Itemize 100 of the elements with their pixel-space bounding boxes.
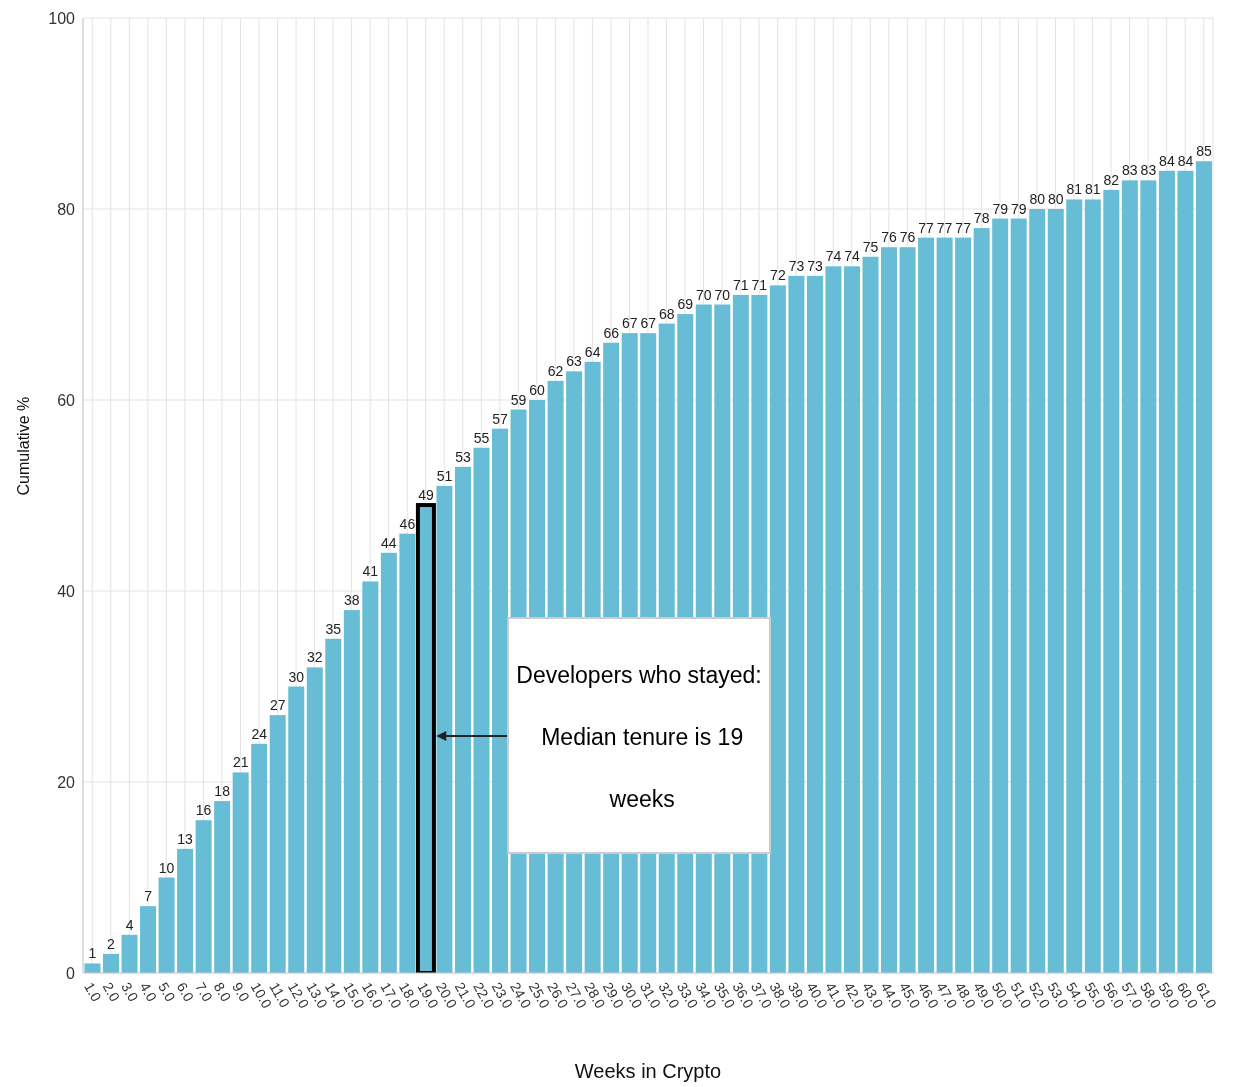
data-label: 76 [899,229,916,246]
bar [918,237,935,973]
data-label: 83 [1140,162,1157,179]
bar [343,610,360,973]
bar [84,963,101,973]
bar [140,906,157,973]
data-label: 82 [1103,171,1120,188]
y-tick-label: 100 [48,9,76,27]
data-label: 80 [1029,191,1046,207]
data-label: 4 [125,916,134,933]
data-label: 81 [1066,181,1083,198]
data-label: 13 [177,830,194,847]
data-label: 38 [344,592,360,609]
bar [1158,170,1175,973]
data-label: 62 [547,362,564,379]
data-label: 68 [658,305,675,322]
data-label: 67 [640,315,657,332]
y-axis-title: Cumulative % [14,396,32,496]
data-label: 74 [844,248,860,265]
data-label: 21 [232,754,249,771]
bar [103,953,120,973]
data-label: 73 [788,257,805,274]
data-label: 1 [88,945,97,962]
bar [788,275,805,973]
bar [232,772,249,973]
data-label: 41 [362,563,379,580]
bar [121,934,138,973]
bar [806,275,823,973]
data-label: 72 [770,267,786,284]
bar [769,285,786,973]
data-label: 32 [306,649,323,666]
data-label: 49 [418,487,434,504]
bar [1121,180,1138,973]
data-label: 44 [381,534,397,551]
data-label: 7 [144,888,153,905]
y-tick-label: 60 [57,391,76,409]
data-label: 27 [269,697,286,714]
data-label: 83 [1122,162,1138,179]
bar [214,801,231,973]
data-label: 57 [492,410,509,427]
data-label: 66 [603,324,620,341]
data-label: 69 [677,296,694,313]
data-label: 46 [399,515,416,532]
bar [1177,170,1194,973]
bar [1010,218,1027,973]
data-label: 16 [195,802,212,819]
data-label: 80 [1047,191,1064,207]
bar [454,466,471,973]
bar [1195,161,1212,973]
data-label: 73 [807,257,823,274]
bar [288,686,305,973]
data-label: 30 [288,668,305,685]
bar [992,218,1009,973]
bar [158,877,175,973]
data-label: 18 [214,783,231,800]
data-label: 24 [251,725,268,742]
bar [492,428,509,973]
bar [1103,189,1120,973]
bar [936,237,953,973]
data-label: 78 [973,210,990,227]
data-label: 60 [529,382,546,398]
data-label: 59 [510,391,527,408]
data-label: 77 [918,219,935,236]
data-label: 84 [1159,152,1175,169]
bar [825,266,842,973]
x-tick-label: 3.0 [118,979,142,1005]
data-label: 79 [992,200,1009,217]
y-tick-label: 20 [57,773,76,791]
bar [973,228,990,973]
data-label: 70 [714,286,731,303]
bar [269,715,286,973]
data-label: 84 [1177,152,1194,169]
data-label: 64 [584,343,601,360]
y-tick-label: 40 [57,582,76,600]
data-label: 10 [158,859,175,876]
data-label: 77 [936,219,953,236]
data-label: 79 [1010,200,1027,217]
data-label: 71 [751,276,768,293]
data-label: 67 [621,315,638,332]
bar [325,638,342,973]
y-tick-label: 0 [66,964,76,982]
bar [177,848,194,973]
data-label: 75 [862,238,879,255]
data-label: 55 [473,429,490,446]
data-label: 77 [955,219,972,236]
bar [862,256,879,973]
data-label: 2 [107,935,116,952]
x-axis-title: Weeks in Crypto [574,1060,722,1082]
bar [1140,180,1157,973]
bar [380,552,397,973]
bar [306,667,323,973]
bar [955,237,972,973]
bar [362,581,379,973]
bar [881,247,898,973]
bar [195,820,212,973]
data-label: 76 [881,229,898,246]
data-label: 53 [455,448,471,465]
data-label: 71 [733,276,749,293]
bar [1047,209,1064,973]
bar [899,247,916,973]
